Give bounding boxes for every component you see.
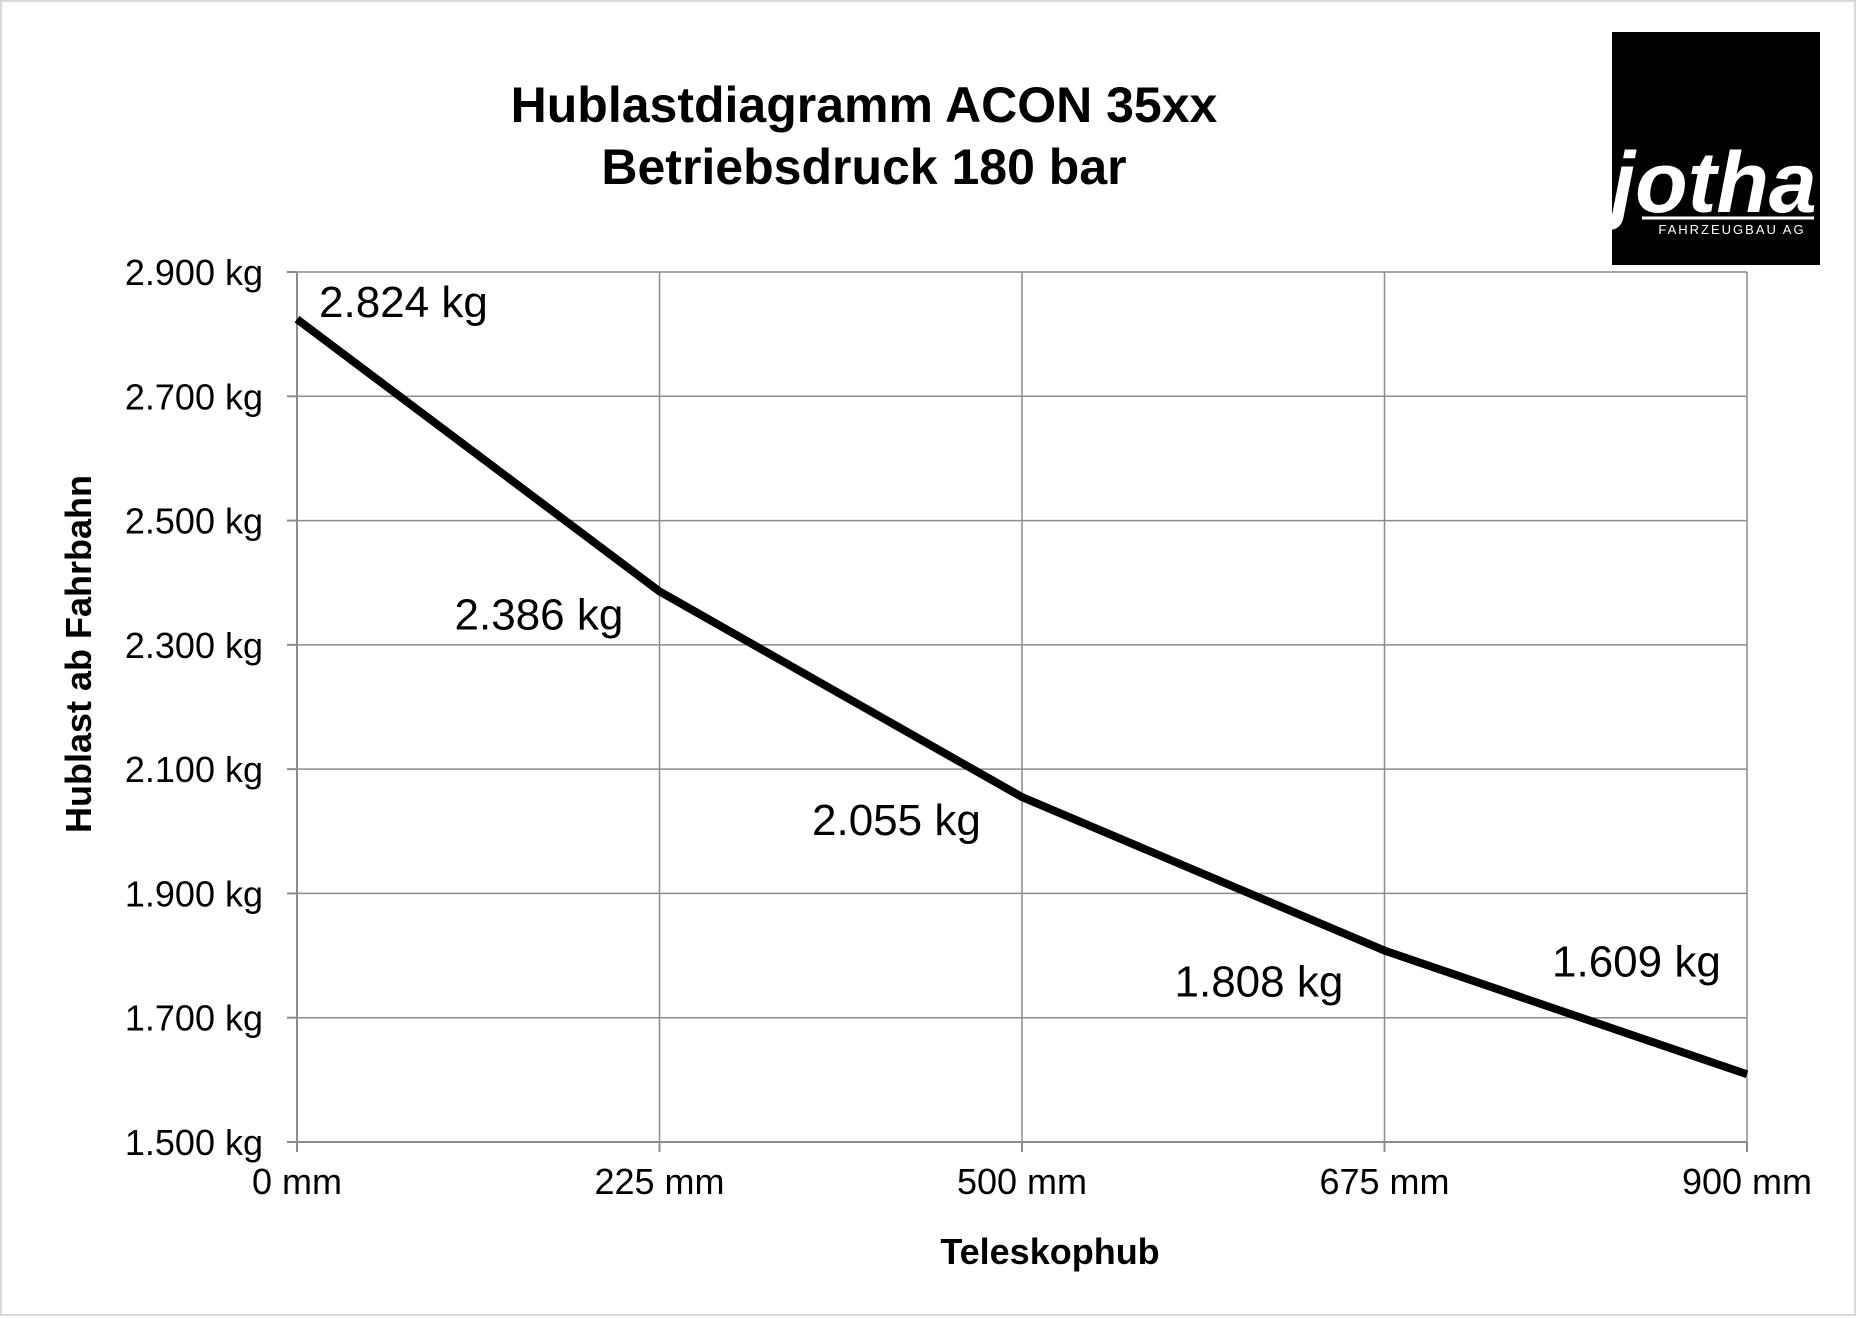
grid (297, 271, 1748, 1143)
y-tick-label: 2.900 kg (125, 252, 263, 293)
data-label: 1.808 kg (1175, 958, 1344, 1007)
y-tick-label: 1.900 kg (125, 873, 263, 914)
logo-subtext: FAHRZEUGBAU AG (1658, 222, 1805, 237)
axes (287, 271, 1748, 1152)
chart-subtitle: Betriebsdruck 180 bar (601, 139, 1126, 195)
y-tick-label: 1.500 kg (125, 1122, 263, 1163)
y-tick-label: 2.300 kg (125, 625, 263, 666)
series-line (294, 316, 1749, 1079)
y-tick-label: 2.700 kg (125, 376, 263, 417)
y-tick-label: 2.500 kg (125, 501, 263, 542)
data-label: 2.824 kg (319, 278, 488, 327)
x-tick-labels: 0 mm 225 mm 500 mm 675 mm 900 mm (252, 1161, 1812, 1202)
y-tick-label: 1.700 kg (125, 998, 263, 1039)
data-label: 2.055 kg (812, 796, 981, 845)
logo-wordmark: jotha (1601, 135, 1816, 231)
x-tick-label: 675 mm (1319, 1161, 1449, 1202)
y-axis-title: Hublast ab Fahrbahn (58, 475, 99, 833)
x-tick-label: 900 mm (1682, 1161, 1812, 1202)
x-tick-label: 500 mm (957, 1161, 1087, 1202)
series-layer (294, 316, 1749, 1079)
data-label: 1.609 kg (1552, 937, 1721, 986)
chart-title: Hublastdiagramm ACON 35xx (511, 77, 1218, 133)
data-label: 2.386 kg (455, 590, 624, 639)
x-tick-label: 0 mm (252, 1161, 342, 1202)
y-tick-labels: 2.900 kg 2.700 kg 2.500 kg 2.300 kg 2.100 kg… (125, 252, 263, 1163)
x-tick-label: 225 mm (594, 1161, 724, 1202)
logo-background (1612, 32, 1820, 265)
data-labels: 2.824 kg 2.386 kg 2.055 kg 1.808 kg 1.609 kg (319, 278, 1721, 1006)
y-tick-label: 2.100 kg (125, 749, 263, 790)
brand-logo: jotha FAHRZEUGBAU AG (1601, 32, 1820, 265)
x-axis-title: Teleskophub (940, 1231, 1159, 1272)
